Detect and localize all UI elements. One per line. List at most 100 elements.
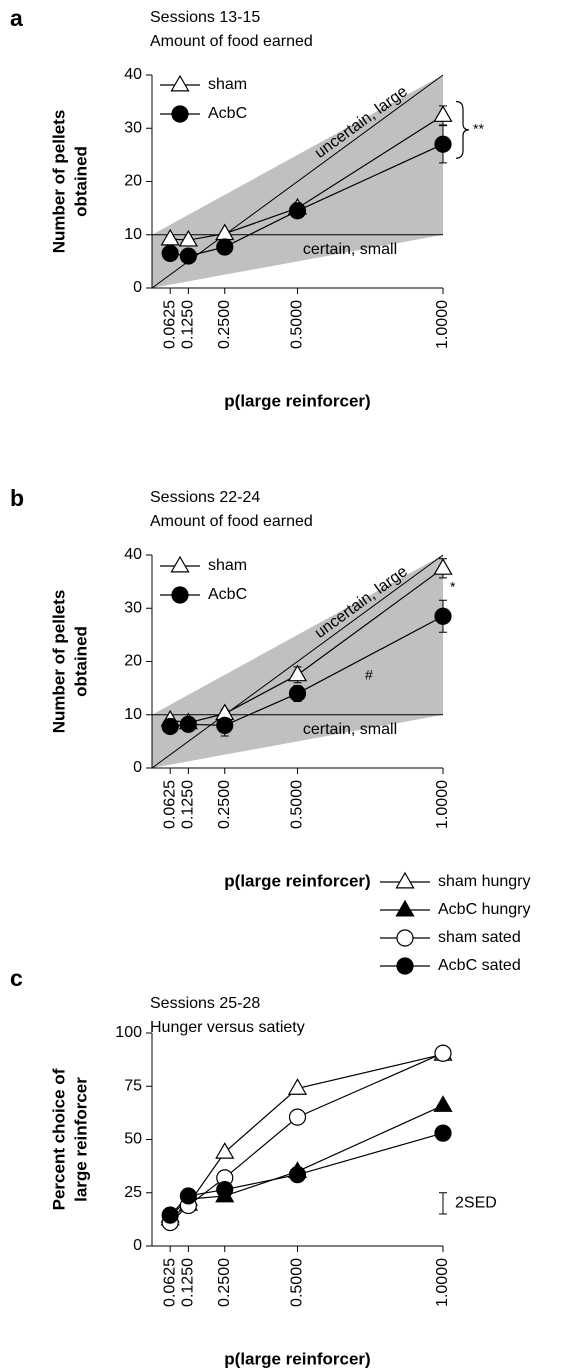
data-point (179, 715, 197, 733)
y-tick-label: 10 (124, 706, 142, 723)
panel-letter: b (10, 485, 24, 511)
data-point (287, 1078, 308, 1095)
legend-label: sham (208, 76, 247, 93)
y-tick-label: 75 (124, 1077, 142, 1094)
x-tick-label: 0.5000 (289, 1258, 306, 1307)
panel-letter: a (10, 5, 23, 31)
y-tick-label: 40 (124, 66, 142, 83)
x-axis-label: p(large reinforcer) (224, 391, 370, 410)
legend-marker (395, 899, 415, 917)
data-point (433, 558, 453, 575)
data-point (161, 717, 179, 736)
annotation: # (365, 667, 373, 683)
data-point (178, 229, 198, 247)
x-axis-label: p(large reinforcer) (224, 871, 370, 890)
data-point (161, 1206, 179, 1224)
chart-title: Amount of food earned (150, 33, 313, 50)
x-tick-label: 1.0000 (434, 780, 451, 829)
x-tick-label: 0.2500 (216, 1258, 233, 1307)
x-axis-label: p(large reinforcer) (224, 1349, 370, 1368)
sed-bar (439, 1192, 447, 1215)
y-tick-label: 20 (124, 173, 142, 190)
chart-title: Sessions 22-24 (150, 489, 260, 506)
x-tick-label: 0.2500 (216, 300, 233, 349)
legend-marker (396, 929, 414, 947)
y-axis-label: large reinforcer (71, 1077, 90, 1202)
data-point (179, 247, 197, 265)
series-line (169, 1104, 444, 1217)
y-axis-label: Number of pellets (49, 590, 68, 734)
legend-marker (170, 555, 190, 573)
data-point (161, 244, 179, 262)
x-tick-label: 0.2500 (216, 780, 233, 829)
panel-letter: c (10, 965, 23, 991)
reference-label: certain, small (303, 721, 397, 738)
data-point (288, 684, 307, 703)
x-tick-label: 0.0625 (161, 300, 178, 349)
x-tick-label: 0.1250 (180, 1258, 197, 1307)
annotation: ** (473, 121, 484, 137)
x-tick-label: 0.0625 (161, 780, 178, 829)
data-point (288, 1166, 307, 1184)
y-axis-label: obtained (71, 626, 90, 697)
y-tick-label: 25 (124, 1184, 142, 1201)
data-point (287, 664, 308, 682)
x-tick-label: 0.5000 (289, 780, 306, 829)
x-tick-label: 0.1250 (180, 780, 197, 829)
sed-label: 2SED (455, 1195, 497, 1212)
series-line (169, 1053, 444, 1220)
reference-line (151, 554, 444, 769)
x-tick-label: 0.1250 (180, 300, 197, 349)
y-tick-label: 40 (124, 546, 142, 563)
legend-marker (171, 105, 189, 123)
legend-label: AcbC (208, 586, 247, 603)
data-point (434, 135, 452, 153)
legend-label: AcbC sated (438, 957, 521, 974)
y-axis-label: Percent choice of (49, 1068, 68, 1210)
data-point (433, 1095, 453, 1112)
x-tick-label: 1.0000 (434, 1258, 451, 1307)
y-tick-label: 0 (133, 279, 142, 296)
legend-label: AcbC hungry (438, 901, 531, 918)
data-point (179, 1187, 197, 1205)
x-tick-label: 0.5000 (289, 300, 306, 349)
legend-label: sham (208, 557, 247, 574)
data-point (215, 1142, 235, 1159)
y-tick-label: 30 (124, 119, 142, 136)
chart-title: Hunger versus satiety (150, 1019, 305, 1036)
brace (455, 100, 470, 159)
y-tick-label: 0 (133, 759, 142, 776)
data-point (216, 1180, 234, 1199)
legend-label: sham sated (438, 929, 521, 946)
y-tick-label: 100 (115, 1024, 142, 1041)
data-point (434, 1124, 452, 1142)
x-tick-label: 1.0000 (434, 300, 451, 349)
y-tick-label: 30 (124, 599, 142, 616)
data-point (288, 1108, 307, 1126)
legend-label: sham hungry (438, 873, 531, 890)
data-point (433, 105, 453, 122)
y-tick-label: 20 (124, 653, 142, 670)
chart-title: Sessions 25-28 (150, 995, 260, 1012)
legend-label: AcbC (208, 105, 247, 122)
reference-label: certain, small (303, 241, 397, 258)
x-tick-label: 0.0625 (161, 1258, 178, 1307)
legend-marker (170, 74, 190, 92)
data-point (216, 238, 234, 256)
data-point (216, 716, 234, 735)
series-line (169, 1132, 444, 1216)
y-axis-label: obtained (71, 146, 90, 217)
legend-marker (171, 586, 189, 604)
chart-title: Sessions 13-15 (150, 9, 260, 26)
y-tick-label: 10 (124, 226, 142, 243)
legend-marker (395, 871, 415, 889)
data-point (434, 1044, 452, 1062)
data-point (288, 202, 307, 220)
data-point (434, 607, 452, 625)
y-tick-label: 50 (124, 1131, 142, 1148)
chart-title: Amount of food earned (150, 513, 313, 530)
y-axis-label: Number of pellets (49, 110, 68, 254)
y-tick-label: 0 (133, 1237, 142, 1254)
